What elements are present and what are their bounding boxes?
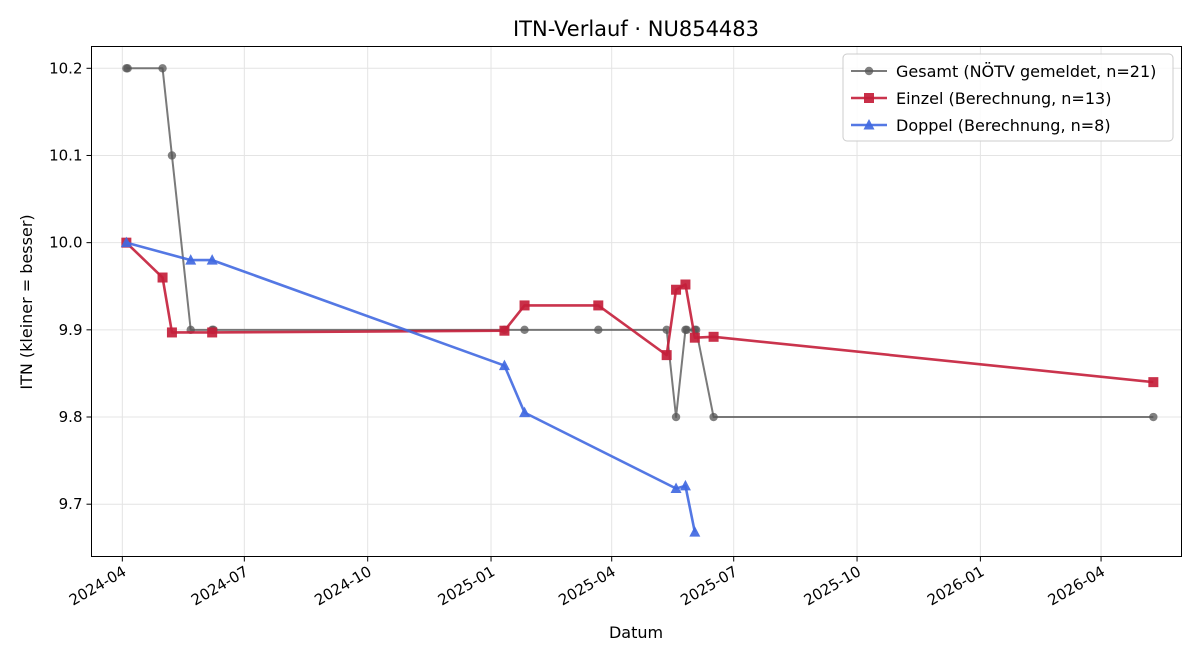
series-line bbox=[126, 241, 697, 533]
data-point-circle bbox=[123, 64, 132, 73]
x-tick-label: 2025-01 bbox=[435, 562, 498, 609]
y-axis: 9.7 9.8 9.9 10.0 10.1 10.2 bbox=[49, 59, 92, 513]
data-point-square bbox=[157, 272, 168, 283]
data-point-square bbox=[661, 350, 672, 361]
legend: Gesamt (NÖTV gemeldet, n=21) Einzel (Bere… bbox=[842, 53, 1174, 142]
x-axis-label: Datum bbox=[609, 623, 663, 642]
chart-title: ITN-Verlauf · NU854483 bbox=[513, 17, 759, 41]
y-tick-label: 9.7 bbox=[59, 495, 83, 513]
data-point-square bbox=[1148, 377, 1159, 388]
data-point-circle bbox=[520, 325, 529, 335]
data-point-square bbox=[519, 300, 530, 311]
data-point-square bbox=[671, 284, 682, 295]
legend-label: Einzel (Berechnung, n=13) bbox=[896, 89, 1111, 108]
y-tick-label: 9.8 bbox=[59, 408, 83, 426]
series-square bbox=[121, 237, 1159, 388]
x-tick-label: 2025-07 bbox=[677, 562, 740, 609]
data-point-triangle bbox=[670, 482, 682, 493]
data-point-triangle bbox=[120, 236, 132, 248]
x-tick-label: 2026-04 bbox=[1045, 562, 1108, 609]
data-point-triangle bbox=[679, 479, 691, 491]
data-point-square bbox=[593, 300, 604, 311]
series-line bbox=[125, 241, 1154, 384]
data-point-square bbox=[689, 332, 700, 343]
x-tick-label: 2024-07 bbox=[188, 562, 251, 609]
data-point-square bbox=[207, 327, 218, 338]
data-point-circle bbox=[167, 151, 177, 160]
x-tick-label: 2026-01 bbox=[924, 562, 987, 609]
data-point-triangle bbox=[206, 254, 218, 265]
data-point-circle bbox=[671, 412, 681, 422]
data-point-circle bbox=[594, 325, 603, 335]
legend-box bbox=[842, 53, 1174, 142]
data-point-circle bbox=[864, 66, 874, 76]
series-layer bbox=[120, 64, 1159, 537]
legend-label: Gesamt (NÖTV gemeldet, n=21) bbox=[896, 62, 1156, 81]
data-point-circle bbox=[158, 64, 167, 73]
series-triangle bbox=[120, 236, 701, 537]
x-tick-label: 2024-04 bbox=[66, 562, 129, 609]
y-tick-label: 10.2 bbox=[49, 59, 82, 77]
data-point-triangle bbox=[498, 359, 510, 371]
data-point-square bbox=[680, 279, 691, 290]
data-point-circle bbox=[682, 325, 691, 335]
x-tick-label: 2024-10 bbox=[311, 562, 374, 609]
data-point-square bbox=[166, 327, 177, 338]
data-point-triangle bbox=[519, 406, 531, 418]
data-point-circle bbox=[709, 412, 718, 422]
data-point-square bbox=[499, 325, 510, 336]
x-tick-label: 2025-10 bbox=[801, 562, 864, 609]
data-point-triangle bbox=[185, 254, 197, 265]
data-point-square bbox=[864, 93, 874, 103]
y-tick-label: 10.1 bbox=[49, 146, 82, 164]
data-point-triangle bbox=[689, 526, 701, 537]
x-axis: 2024-04 2024-07 2024-10 2025-01 2025-04 2025-… bbox=[66, 556, 1108, 609]
data-point-circle bbox=[1149, 412, 1158, 422]
y-axis-label: ITN (kleiner = besser) bbox=[17, 214, 36, 389]
plot-frame bbox=[91, 46, 1182, 557]
y-tick-label: 10.0 bbox=[49, 234, 82, 252]
data-point-square bbox=[708, 331, 719, 342]
legend-label: Doppel (Berechnung, n=8) bbox=[896, 116, 1111, 135]
data-point-triangle bbox=[863, 119, 875, 130]
y-tick-label: 9.9 bbox=[59, 321, 83, 339]
x-tick-label: 2025-04 bbox=[555, 562, 618, 609]
